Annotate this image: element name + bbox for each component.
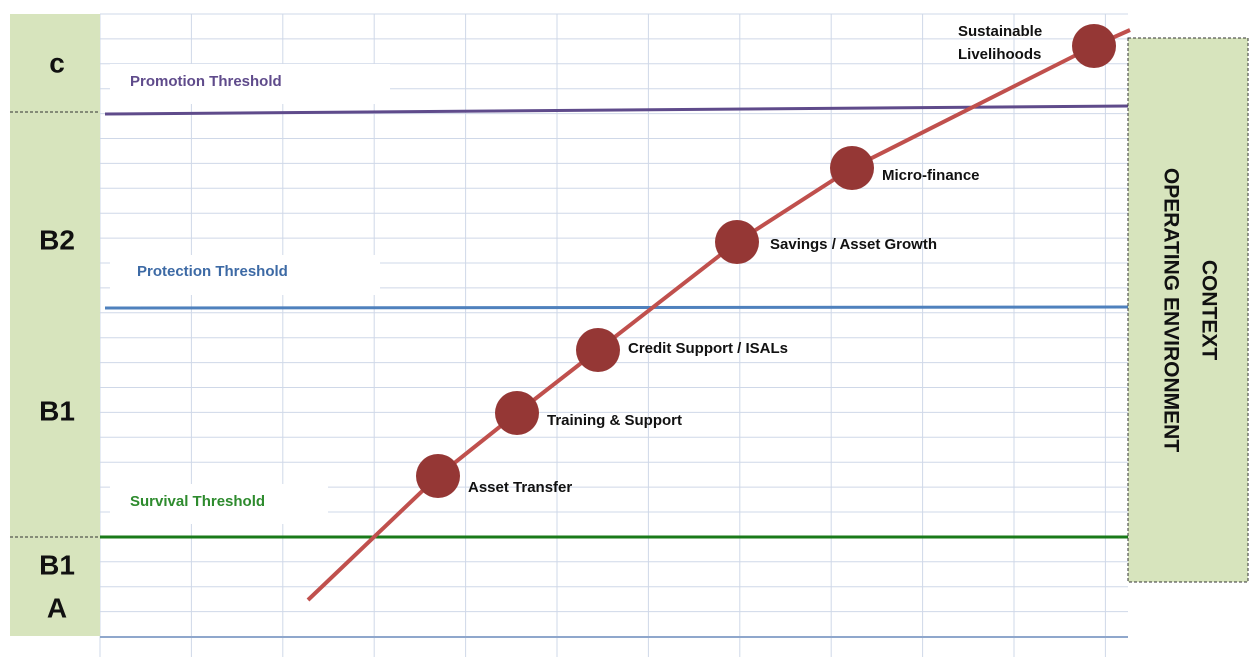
label-box: [110, 484, 328, 524]
context-label: CONTEXT: [1197, 260, 1220, 361]
threshold-label: Protection Threshold: [137, 263, 288, 280]
band-label: B1: [39, 395, 75, 426]
band-label: B1: [39, 549, 75, 580]
band-label: c: [49, 47, 65, 78]
band-label: B2: [39, 224, 75, 255]
protection-line: [104, 305, 1129, 310]
milestone-label: Training & Support: [547, 412, 682, 429]
promotion-line: [104, 104, 1129, 116]
threshold-label: Promotion Threshold: [130, 73, 282, 90]
milestone-dot: [576, 328, 620, 372]
milestone-label: Micro-finance: [882, 167, 980, 184]
milestone-dot: [1072, 24, 1116, 68]
label-box: [110, 64, 390, 104]
threshold-label: Survival Threshold: [130, 493, 265, 510]
milestone-label: Livelihoods: [958, 46, 1041, 63]
milestone-dot: [495, 391, 539, 435]
milestone-dot: [416, 454, 460, 498]
milestone-label: Asset Transfer: [468, 479, 572, 496]
milestone-label: Savings / Asset Growth: [770, 236, 937, 253]
milestone-label: Credit Support / ISALs: [628, 340, 788, 357]
progress-line: [306, 28, 1131, 602]
context-panel: [1127, 37, 1249, 583]
milestone-dot: [830, 146, 874, 190]
milestone-dot: [715, 220, 759, 264]
band-panel: [10, 14, 100, 636]
band-label: A: [47, 592, 67, 623]
label-box: [110, 255, 380, 295]
milestone-label: Sustainable: [958, 23, 1042, 40]
context-label: OPERATING ENVIRONMENT: [1159, 168, 1182, 452]
